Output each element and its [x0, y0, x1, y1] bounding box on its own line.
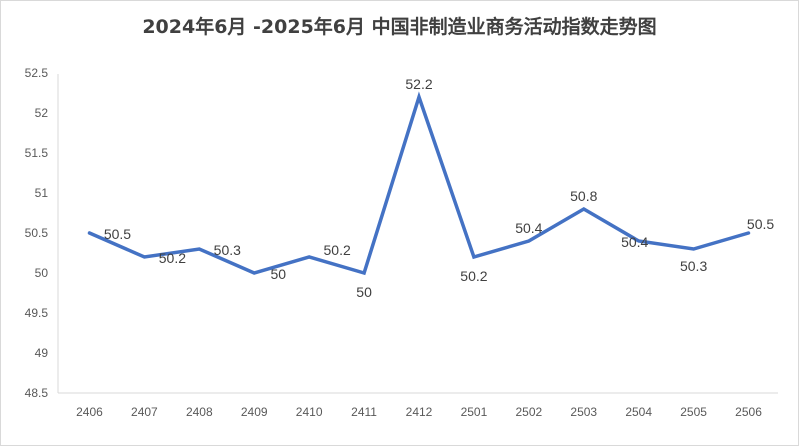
x-tick-label: 2407	[131, 405, 158, 419]
x-tick-label: 2408	[186, 405, 213, 419]
data-label: 50.5	[104, 226, 131, 242]
data-label: 50.2	[460, 268, 487, 284]
y-tick-label: 52.5	[25, 66, 49, 80]
y-tick-label: 48.5	[25, 386, 49, 400]
x-tick-label: 2409	[241, 405, 268, 419]
x-tick-label: 2411	[351, 405, 377, 419]
data-label: 50.4	[515, 220, 542, 236]
data-label: 52.2	[405, 76, 432, 92]
data-label: 50	[270, 266, 286, 282]
data-label: 50.4	[621, 234, 648, 250]
x-tick-labels: 2406 2407 2408 2409 2410 2411 2412 2501 2502 2503…	[76, 405, 762, 419]
x-tick-label: 2505	[680, 405, 707, 419]
series-line	[87, 91, 751, 276]
x-tick-label: 2501	[461, 405, 488, 419]
y-tick-labels: 48.5 49 49.5 50 50.5 51 51.5 52 52.5	[25, 66, 49, 400]
y-tick-label: 51	[35, 186, 49, 200]
y-tick-label: 49	[35, 346, 49, 360]
data-label: 50.3	[214, 242, 241, 258]
data-label: 50.3	[680, 258, 707, 274]
x-tick-label: 2503	[570, 405, 597, 419]
x-tick-label: 2406	[76, 405, 103, 419]
data-label: 50.2	[159, 250, 186, 266]
y-tick-label: 50.5	[25, 226, 49, 240]
y-tick-label: 52	[35, 106, 49, 120]
y-tick-label: 49.5	[25, 306, 49, 320]
data-label: 50	[356, 284, 372, 300]
x-tick-label: 2410	[296, 405, 323, 419]
x-tick-label: 2504	[625, 405, 652, 419]
x-tick-label: 2506	[735, 405, 762, 419]
data-label: 50.8	[570, 188, 597, 204]
y-tick-label: 50	[35, 266, 49, 280]
data-label: 50.2	[324, 242, 351, 258]
data-label: 50.5	[747, 216, 774, 232]
x-tick-label: 2412	[406, 405, 433, 419]
x-tick-label: 2502	[515, 405, 542, 419]
y-tick-label: 51.5	[25, 146, 49, 160]
chart-title: 2024年6月 -2025年6月 中国非制造业商务活动指数走势图	[142, 16, 657, 38]
data-labels: 50.5 50.2 50.3 50 50.2 50 52.2 50.2 50.4 50.8 50.4…	[104, 76, 775, 300]
